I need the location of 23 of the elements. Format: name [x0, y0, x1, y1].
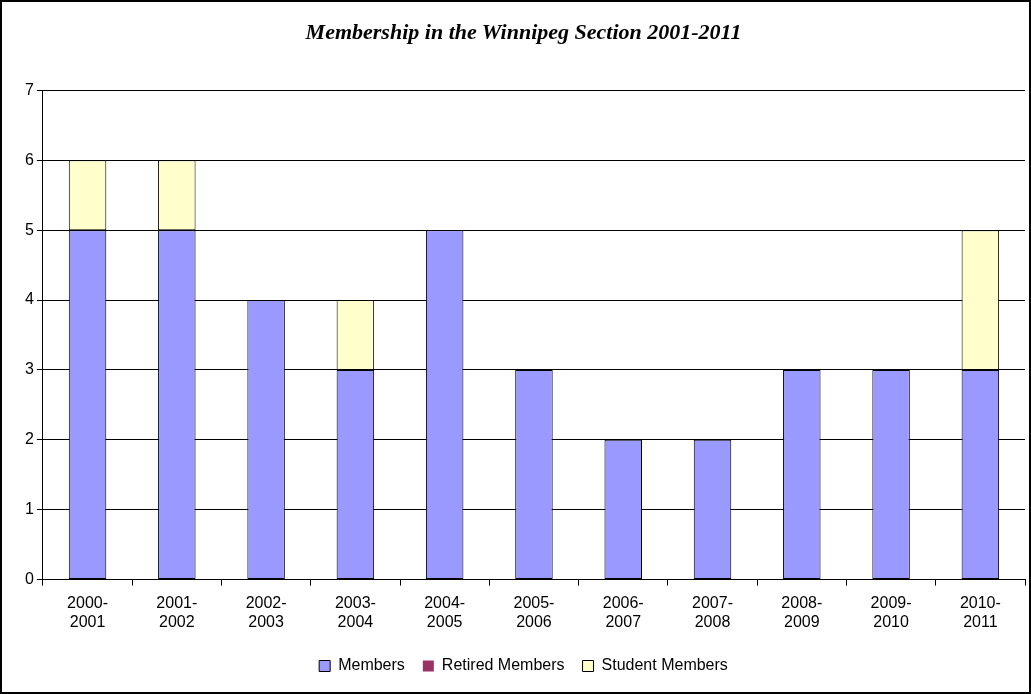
x-tick-label: 2004-2005 — [424, 593, 466, 630]
y-tick-label: 1 — [24, 500, 34, 518]
x-tick-label: 2002-2003 — [245, 593, 287, 630]
x-tick-label: 2010-2011 — [959, 593, 1001, 630]
x-tick-label: 2006-2007 — [602, 593, 644, 630]
y-tick-label: 6 — [24, 150, 34, 168]
x-tick-label: 2007-2008 — [692, 593, 733, 630]
x-tick-label: 2003-2004 — [334, 593, 376, 630]
legend-label: Members — [338, 656, 405, 674]
x-tick-label: 2008-2009 — [781, 593, 823, 630]
y-tick-label: 4 — [24, 290, 34, 308]
x-tick-label: 2009-2010 — [870, 593, 912, 630]
y-tick-label: 2 — [24, 430, 34, 448]
legend-label: Student Members — [601, 656, 728, 674]
y-tick-label: 7 — [24, 80, 34, 98]
legend-label: Retired Members — [441, 656, 565, 674]
y-tick-label: 3 — [24, 360, 34, 378]
x-tick-label: 2005-2006 — [513, 593, 555, 630]
chart-title: Membership in the Winnipeg Section 2001-2011 — [304, 18, 742, 44]
x-tick-label: 2001-2002 — [156, 593, 198, 630]
y-tick-label: 5 — [24, 220, 34, 238]
y-tick-label: 0 — [24, 570, 34, 588]
x-tick-label: 2000-2001 — [67, 593, 108, 630]
